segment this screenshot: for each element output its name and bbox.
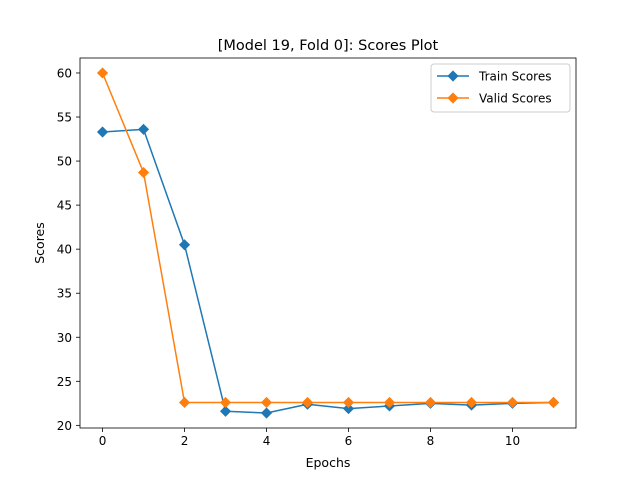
series-line xyxy=(101,72,554,404)
y-tick-label: 50 xyxy=(57,155,72,169)
y-tick-label: 30 xyxy=(57,331,72,345)
x-tick-label: 2 xyxy=(181,434,189,448)
x-axis-ticks: 0 2 4 6 8 10 xyxy=(99,428,520,448)
data-point xyxy=(96,126,109,138)
legend-entry: Valid Scores xyxy=(437,92,552,106)
chart-title: [Model 19, Fold 0]: Scores Plot xyxy=(218,38,439,54)
legend: Train Scores Valid Scores xyxy=(430,63,571,113)
data-point xyxy=(178,396,191,409)
y-axis-label: Scores xyxy=(32,222,47,264)
data-point xyxy=(178,239,191,251)
data-point xyxy=(424,396,437,409)
y-tick-label: 45 xyxy=(57,199,72,213)
plot-content xyxy=(96,67,560,419)
data-point xyxy=(137,166,150,179)
data-point xyxy=(342,396,355,409)
y-tick-label: 35 xyxy=(57,287,72,301)
legend-marker xyxy=(447,70,459,82)
data-point xyxy=(383,396,396,409)
data-point xyxy=(465,396,478,409)
x-tick-label: 10 xyxy=(505,434,520,448)
x-tick-label: 0 xyxy=(99,434,107,448)
y-axis-ticks: 20 25 30 35 40 45 50 55 60 xyxy=(57,66,80,433)
legend-entry: Train Scores xyxy=(437,70,551,84)
x-axis-label: Epochs xyxy=(306,455,351,470)
data-point xyxy=(219,396,232,409)
axes-frame xyxy=(79,57,577,429)
legend-label: Valid Scores xyxy=(479,92,552,106)
y-tick-label: 55 xyxy=(57,111,72,125)
series-line xyxy=(102,128,554,414)
data-point xyxy=(547,396,560,409)
x-tick-label: 6 xyxy=(345,434,353,448)
data-point xyxy=(342,403,355,415)
data-point xyxy=(137,123,150,135)
data-point xyxy=(96,67,109,79)
data-point xyxy=(219,405,232,417)
data-point xyxy=(260,396,273,409)
legend-label: Train Scores xyxy=(478,70,551,84)
y-tick-label: 25 xyxy=(57,375,72,389)
y-tick-label: 20 xyxy=(57,419,72,433)
legend-marker xyxy=(447,92,459,104)
y-tick-label: 40 xyxy=(57,243,72,257)
series-2 xyxy=(96,67,560,409)
data-point xyxy=(506,396,519,409)
data-point xyxy=(260,407,273,419)
x-tick-label: 8 xyxy=(427,434,435,448)
x-tick-label: 4 xyxy=(263,434,271,448)
y-tick-label: 60 xyxy=(57,66,72,80)
data-point xyxy=(301,396,314,409)
